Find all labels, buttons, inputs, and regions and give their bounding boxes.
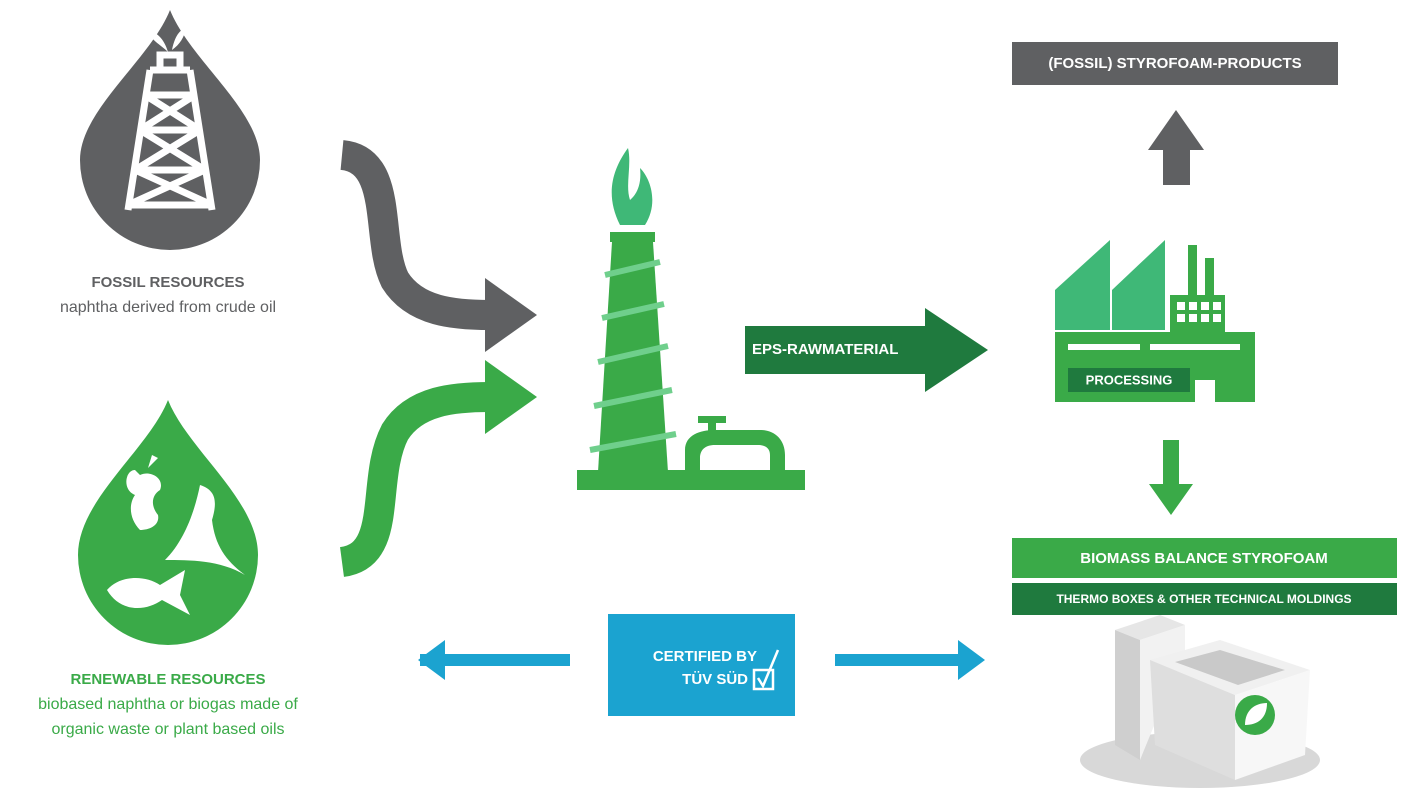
biomass-subtitle: THERMO BOXES & OTHER TECHNICAL MOLDINGS [1056,592,1351,606]
styrofoam-box-icon [1080,615,1320,788]
diagram: FOSSIL RESOURCES naphtha derived from cr… [0,0,1405,793]
down-arrow [1163,440,1179,485]
fossil-arrow [342,155,490,315]
down-arrow-head [1149,484,1193,515]
renewable-arrow [342,397,490,562]
up-arrow-head [1148,110,1204,150]
renewable-description: organic waste or plant based oils [51,721,284,738]
cert-arrow-right-head [958,640,985,680]
certification-line: TÜV SÜD [682,671,748,688]
fossil-products-label: (FOSSIL) STYROFOAM-PRODUCTS [1048,55,1301,72]
certification-line: CERTIFIED BY [653,648,757,665]
certification-box [608,614,795,716]
renewable-drop [78,400,258,645]
raw-material-label: EPS-RAWMATERIAL [752,341,898,358]
raw-material-arrow-head [925,308,988,392]
renewable-title: RENEWABLE RESOURCES [70,671,265,688]
cert-arrow-left-head [418,640,445,680]
processing-label: PROCESSING [1086,372,1173,387]
fossil-title: FOSSIL RESOURCES [91,274,244,291]
biomass-title: BIOMASS BALANCE STYROFOAM [1080,550,1328,567]
renewable-description: biobased naphtha or biogas made of [38,696,298,713]
renewable-arrow-head [485,360,537,434]
up-arrow [1163,148,1190,185]
cert-arrow-right [835,654,960,666]
fossil-description: naphtha derived from crude oil [60,299,276,316]
fossil-arrow-head [485,278,537,352]
refinery-icon [577,148,805,490]
